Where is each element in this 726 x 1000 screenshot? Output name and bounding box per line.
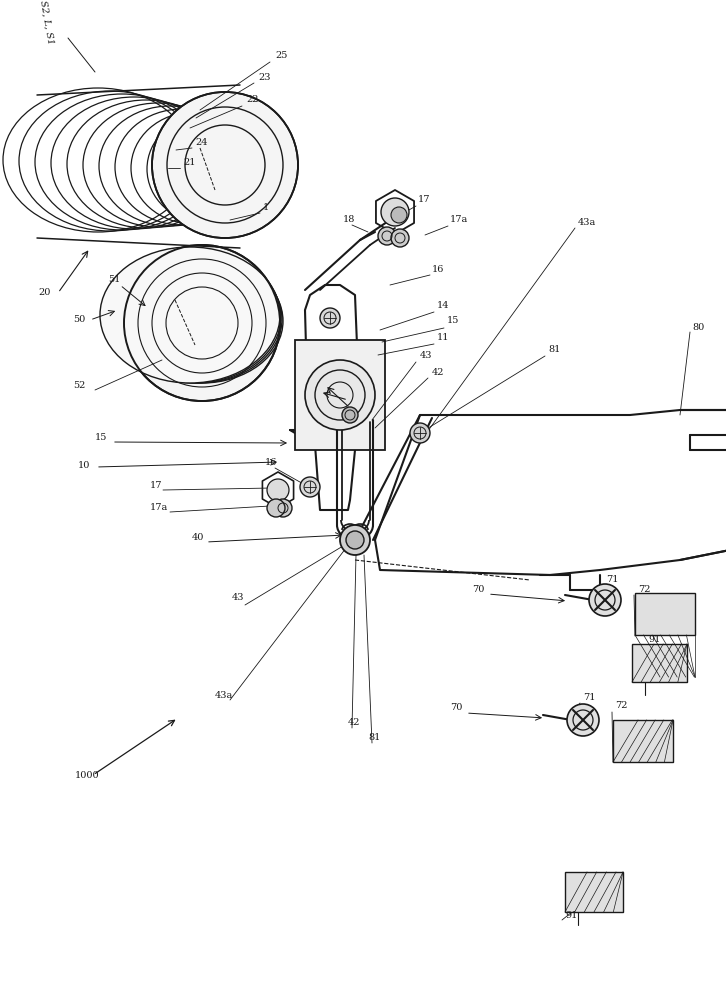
Text: 43a: 43a: [578, 218, 596, 227]
Circle shape: [346, 531, 364, 549]
Text: 16: 16: [432, 265, 444, 274]
Text: 43: 43: [232, 593, 245, 602]
Text: 50: 50: [73, 315, 85, 324]
Text: 10: 10: [78, 461, 90, 470]
Text: 14: 14: [437, 301, 449, 310]
Bar: [635, 593, 695, 635]
Text: 25: 25: [275, 51, 287, 60]
Text: 16: 16: [265, 458, 277, 467]
Text: 24: 24: [195, 138, 208, 147]
Circle shape: [274, 499, 292, 517]
Circle shape: [342, 407, 358, 423]
Text: 42: 42: [348, 718, 361, 727]
Text: 70: 70: [450, 703, 462, 712]
Circle shape: [320, 308, 340, 328]
Circle shape: [267, 499, 285, 517]
Text: 52: 52: [73, 381, 86, 390]
Text: 17a: 17a: [150, 503, 168, 512]
Bar: [295, 340, 385, 450]
Text: 43a: 43a: [215, 691, 233, 700]
Text: 15: 15: [95, 433, 107, 442]
Text: 42: 42: [432, 368, 444, 377]
Bar: [565, 872, 623, 912]
Circle shape: [305, 360, 375, 430]
Text: 72: 72: [638, 585, 650, 594]
Text: 43: 43: [420, 351, 433, 360]
Text: 1: 1: [263, 203, 269, 212]
Circle shape: [267, 479, 289, 501]
Text: 71: 71: [606, 575, 619, 584]
Text: 80: 80: [692, 323, 704, 332]
Circle shape: [381, 198, 409, 226]
Bar: [613, 720, 673, 762]
Circle shape: [340, 525, 370, 555]
Text: 40: 40: [192, 533, 205, 542]
Circle shape: [589, 584, 621, 616]
Bar: [632, 644, 687, 682]
Circle shape: [391, 207, 407, 223]
Text: 18: 18: [343, 215, 355, 224]
Text: 81: 81: [368, 733, 380, 742]
Ellipse shape: [100, 247, 280, 383]
Circle shape: [378, 227, 396, 245]
Text: 91: 91: [565, 911, 577, 920]
Text: 1000: 1000: [75, 771, 99, 780]
Text: 81: 81: [548, 345, 560, 354]
Text: 70: 70: [472, 585, 484, 594]
Text: 72: 72: [615, 701, 627, 710]
Text: 71: 71: [583, 693, 595, 702]
Text: S2, L, S1: S2, L, S1: [38, 0, 54, 45]
Text: 11: 11: [437, 333, 449, 342]
Text: 15: 15: [447, 316, 460, 325]
Text: 91: 91: [648, 635, 661, 644]
Circle shape: [567, 704, 599, 736]
Text: 17: 17: [418, 195, 431, 204]
Text: 17: 17: [150, 481, 163, 490]
Circle shape: [300, 477, 320, 497]
Circle shape: [391, 229, 409, 247]
Circle shape: [124, 245, 280, 401]
Text: 21: 21: [183, 158, 195, 167]
Text: 22: 22: [246, 95, 258, 104]
Circle shape: [410, 423, 430, 443]
Text: 20: 20: [38, 288, 50, 297]
Text: 17a: 17a: [450, 215, 468, 224]
Circle shape: [152, 92, 298, 238]
Text: 51: 51: [108, 275, 121, 284]
Text: 23: 23: [258, 73, 271, 82]
